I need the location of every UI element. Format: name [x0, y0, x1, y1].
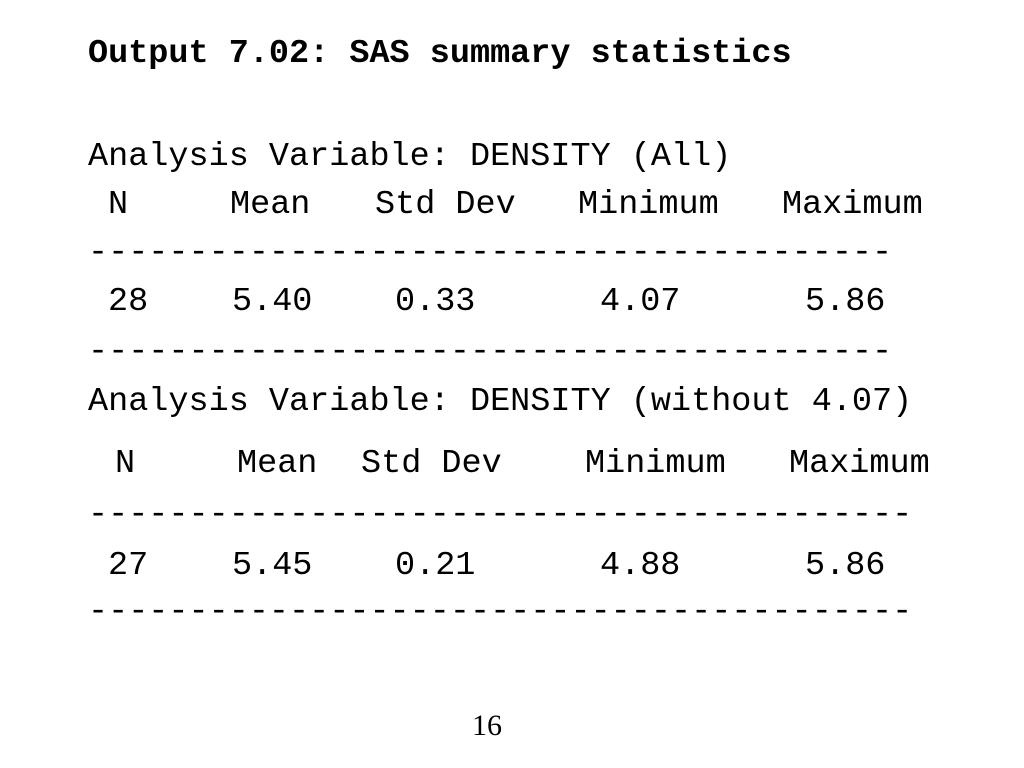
- column-header: Std Dev: [361, 445, 502, 483]
- column-header: Maximum: [789, 445, 930, 483]
- cell: 0.21: [395, 547, 476, 585]
- separator: ----------------------------------------: [88, 234, 893, 272]
- column-header: N: [108, 186, 129, 224]
- section-heading: Analysis Variable: DENSITY (without 4.07…: [88, 383, 913, 421]
- cell: 5.86: [805, 283, 886, 321]
- cell: 27: [108, 547, 149, 585]
- title: Output 7.02: SAS summary statistics: [88, 35, 792, 73]
- cell: 4.07: [600, 283, 681, 321]
- cell: 5.86: [805, 547, 886, 585]
- cell: 4.88: [600, 547, 681, 585]
- column-header: N: [115, 445, 136, 483]
- cell: 5.40: [232, 283, 313, 321]
- cell: 5.45: [232, 547, 313, 585]
- separator: ----------------------------------------: [88, 333, 893, 371]
- separator: ----------------------------------------…: [88, 496, 913, 534]
- cell: 28: [108, 283, 149, 321]
- page-number: 16: [472, 709, 502, 742]
- column-header: Minimum: [578, 186, 719, 224]
- column-header: Mean: [237, 445, 318, 483]
- section-heading: Analysis Variable: DENSITY (All): [88, 138, 732, 176]
- column-header: Std Dev: [375, 186, 516, 224]
- cell: 0.33: [395, 283, 476, 321]
- column-header: Minimum: [585, 445, 726, 483]
- separator: ----------------------------------------…: [88, 593, 913, 631]
- column-header: Mean: [230, 186, 311, 224]
- column-header: Maximum: [782, 186, 923, 224]
